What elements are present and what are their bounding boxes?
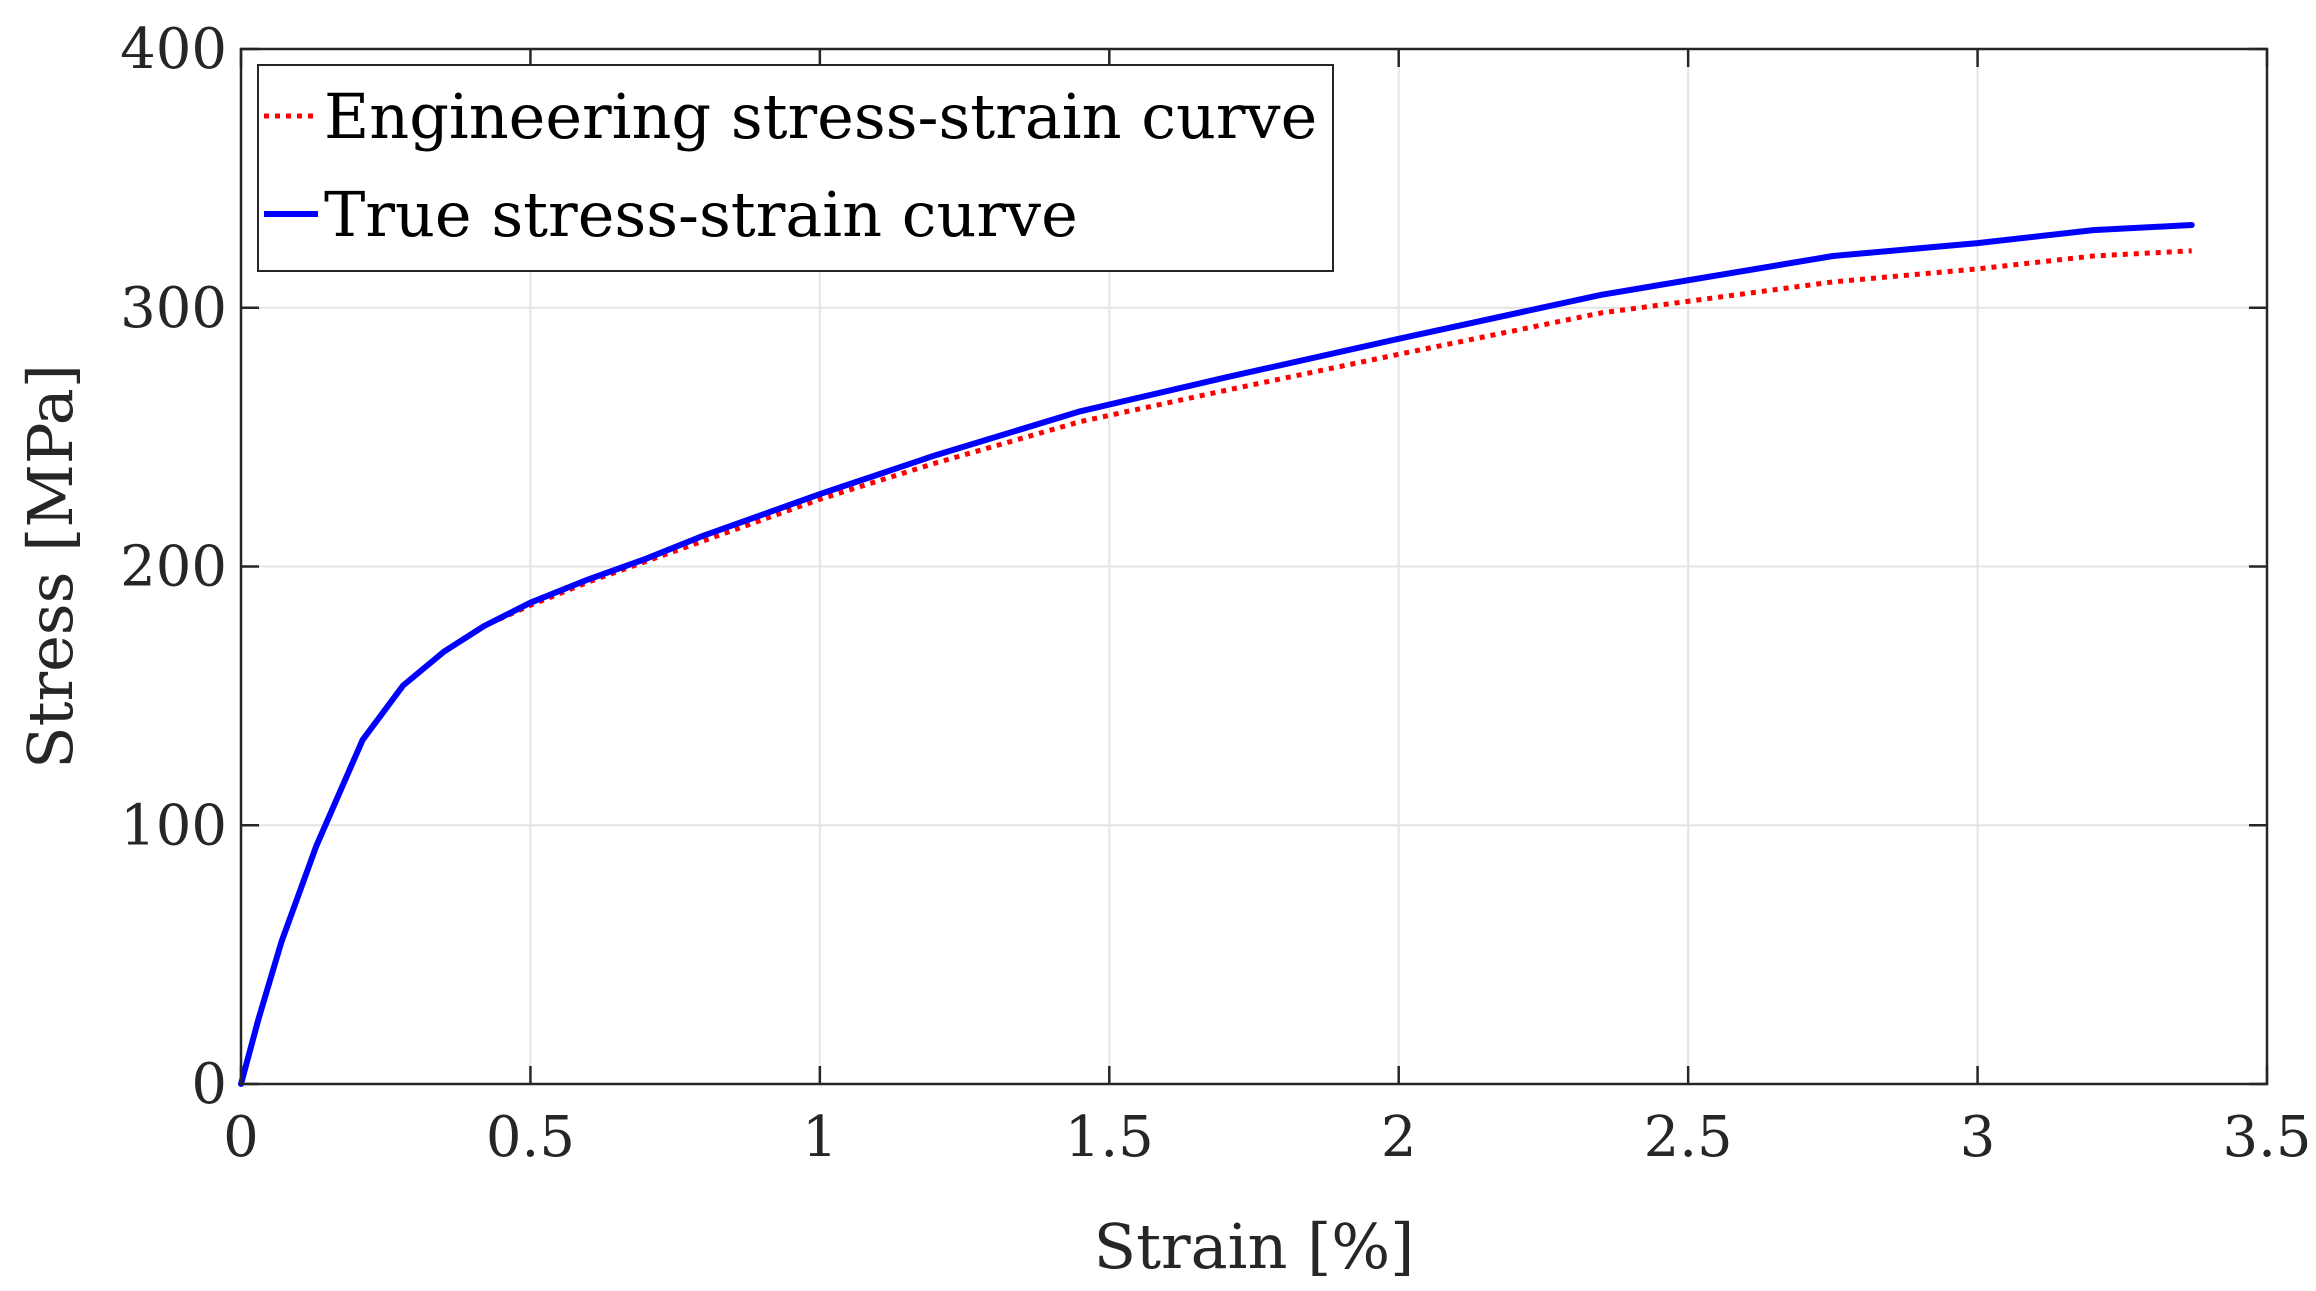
legend-engineering-label: Engineering stress-strain curve [324, 80, 1317, 153]
x-tick-label: 2 [1381, 1105, 1417, 1170]
x-tick-label: 3.5 [2222, 1105, 2311, 1170]
legend-box [257, 64, 1334, 272]
y-tick-label: 200 [120, 535, 227, 600]
y-tick-labels: 0 100 200 300 400 [120, 17, 227, 1117]
engineering-curve-line [238, 248, 2192, 1085]
x-tick-label: 2.5 [1644, 1105, 1733, 1170]
x-tick-labels: 0 0.5 1 1.5 2 2.5 3 3.5 [223, 1105, 2311, 1170]
x-axis-title: Strain [%] [1094, 1210, 1415, 1283]
x-tick-label: 1.5 [1065, 1105, 1154, 1170]
x-tick-label: 1 [802, 1105, 838, 1170]
legend-true-label: True stress-strain curve [324, 178, 1078, 251]
legend: Engineering stress-strain curve True stre… [257, 64, 1334, 272]
y-tick-label: 300 [120, 276, 227, 341]
y-axis-title: Stress [MPa] [14, 364, 87, 769]
x-tick-label: 0 [223, 1105, 259, 1170]
plot-series [238, 222, 2195, 1087]
true-curve-line [238, 222, 2195, 1087]
x-tick-label: 0.5 [486, 1105, 575, 1170]
x-tick-label: 3 [1960, 1105, 1996, 1170]
y-tick-label: 100 [120, 793, 227, 858]
y-tick-label: 0 [191, 1052, 227, 1117]
y-tick-label: 400 [120, 17, 227, 82]
